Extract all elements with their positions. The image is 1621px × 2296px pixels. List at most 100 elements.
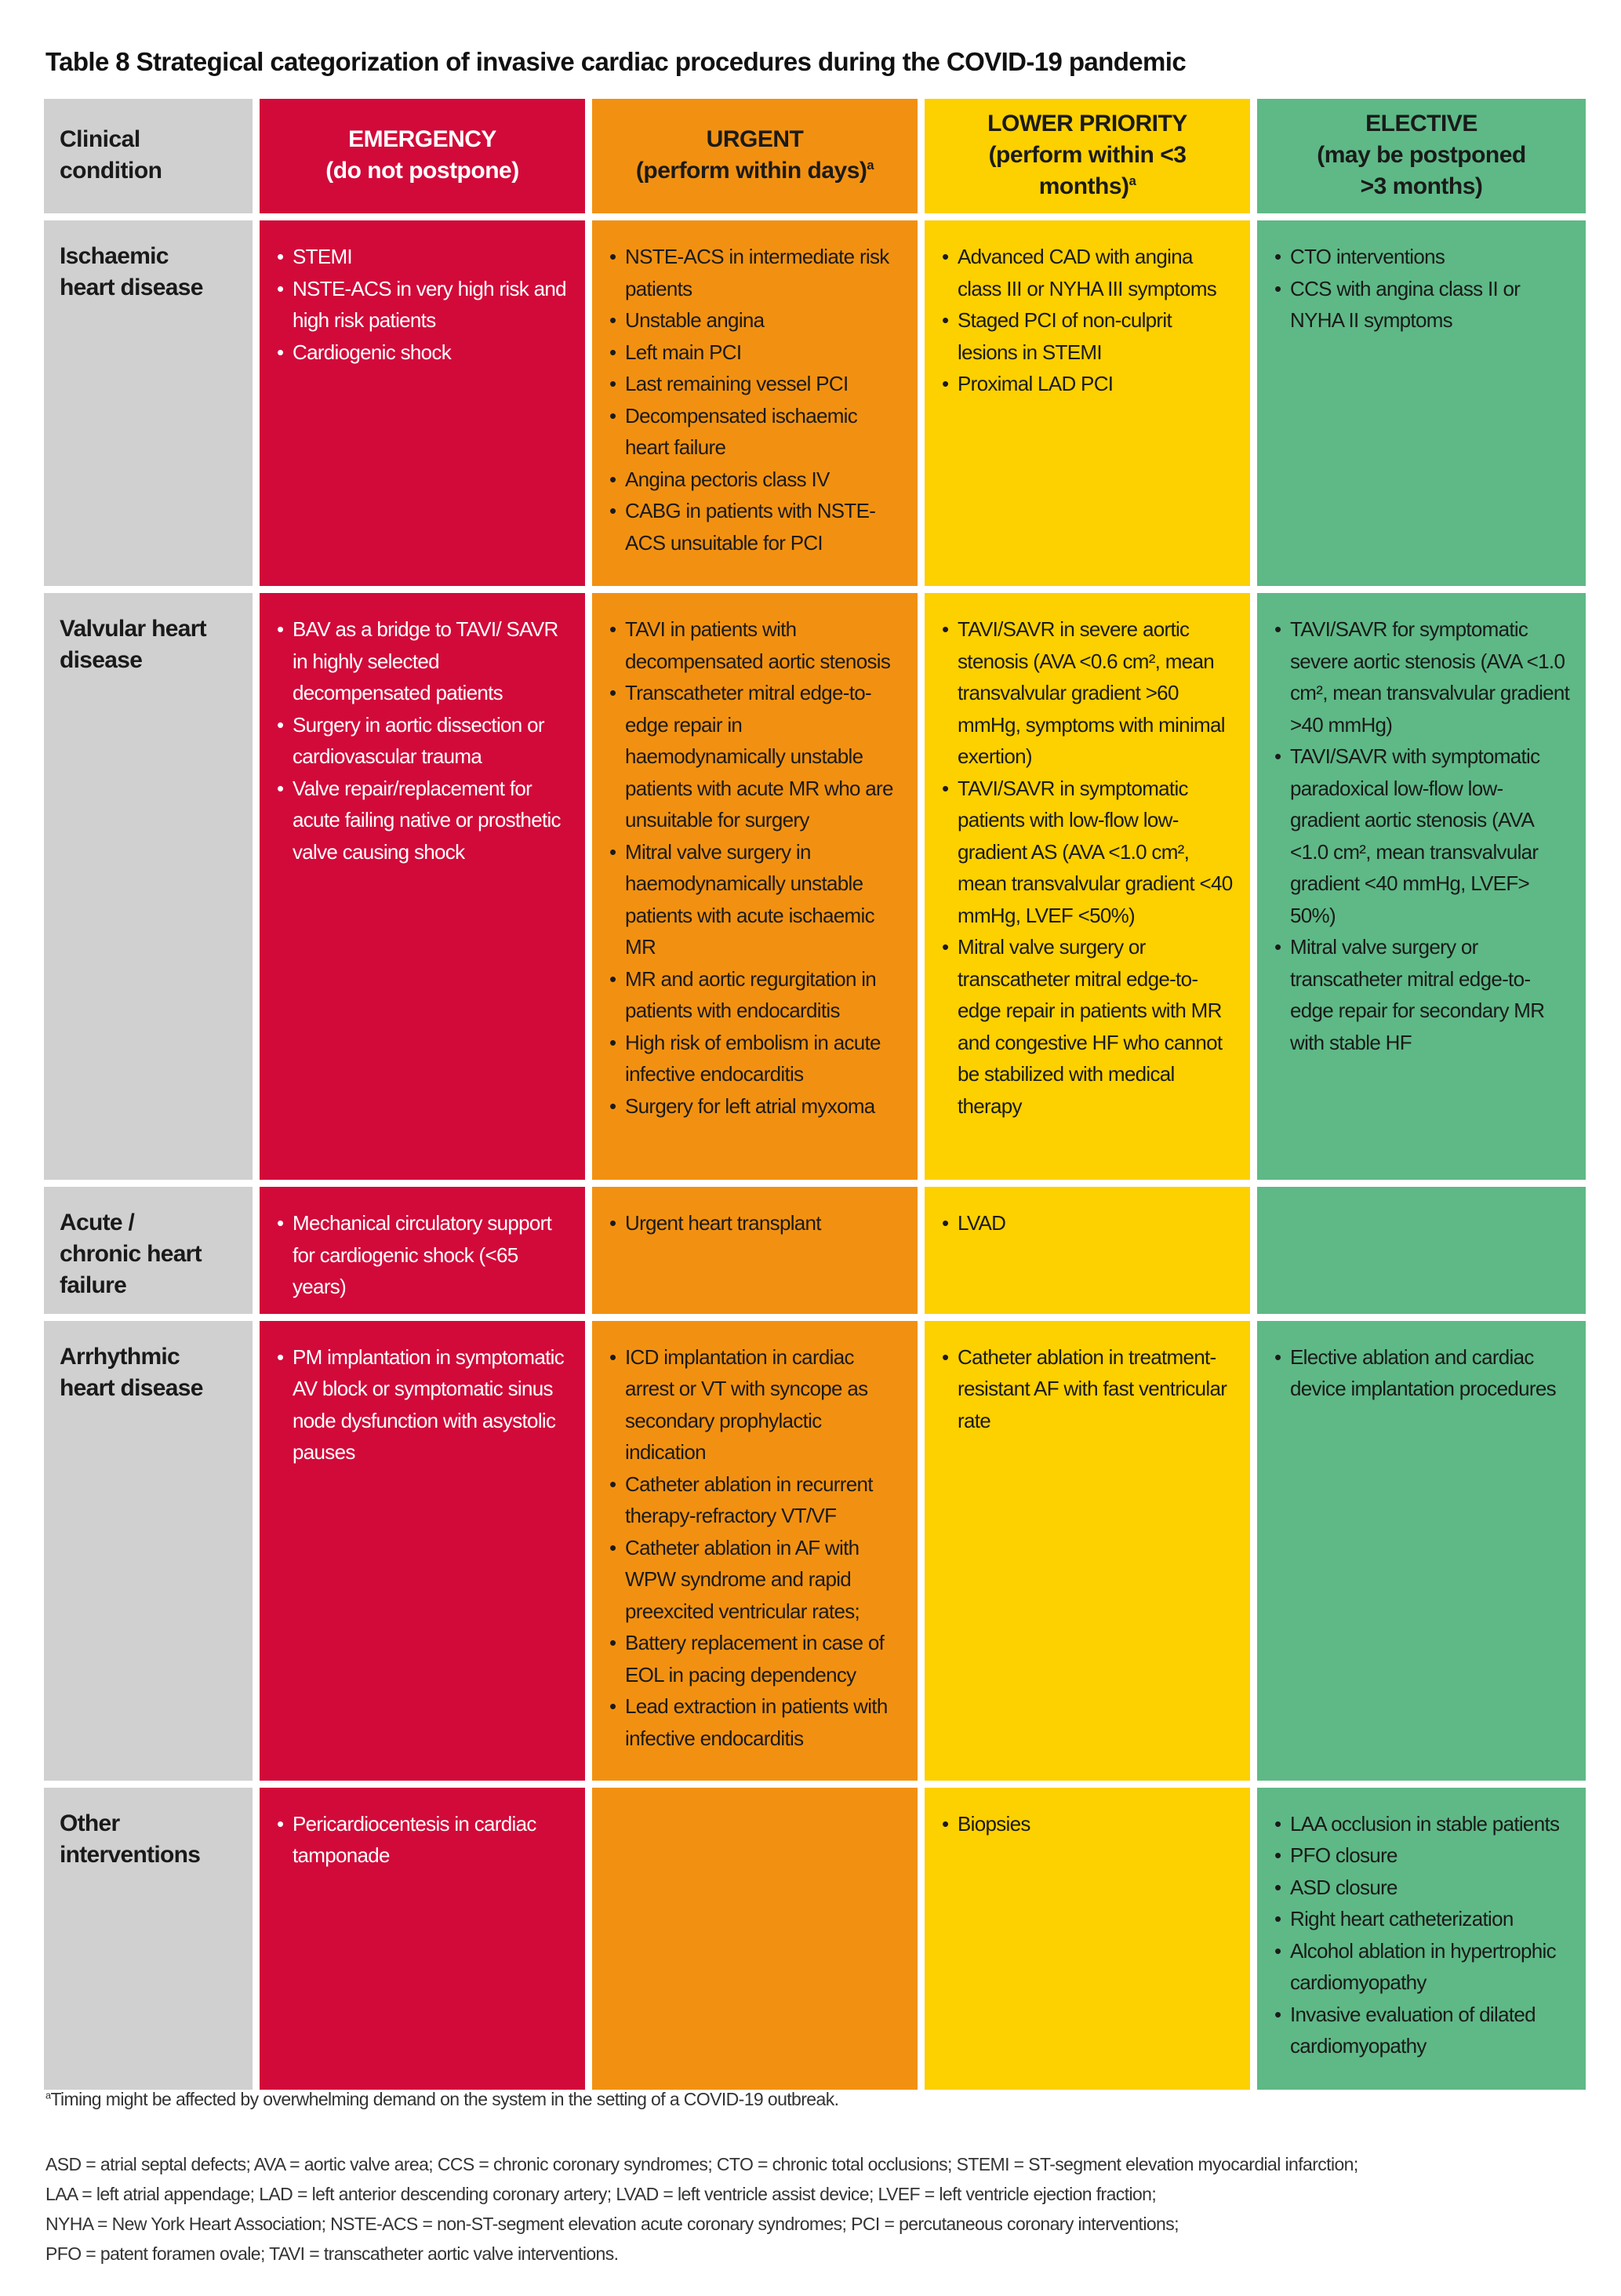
condition-cell: Valvular heart disease xyxy=(44,593,253,1180)
procedure-item: TAVI/SAVR in symptomatic patients with l… xyxy=(940,773,1234,932)
procedure-item: CABG in patients with NSTE-ACS unsuitabl… xyxy=(608,495,902,559)
procedure-item: STEMI xyxy=(275,241,569,273)
urgent-cell: TAVI in patients with decompensated aort… xyxy=(592,593,918,1180)
header-line: (perform within <3 months)a xyxy=(940,140,1234,202)
procedure-item: Decompensated ischaemic heart failure xyxy=(608,400,902,464)
header-line: Clinical xyxy=(60,126,140,152)
procedure-item: MR and aortic regurgitation in patients … xyxy=(608,963,902,1027)
elective-cell: Elective ablation and cardiac device imp… xyxy=(1257,1320,1586,1781)
procedure-item: Mechanical circulatory support for cardi… xyxy=(275,1207,569,1303)
urgent-cell: Urgent heart transplant xyxy=(592,1187,918,1314)
procedure-item: High risk of embolism in acute infective… xyxy=(608,1027,902,1090)
procedure-item: Catheter ablation in AF with WPW syndrom… xyxy=(608,1532,902,1628)
procedure-item: Surgery for left atrial myxoma xyxy=(608,1090,902,1123)
procedure-list: LAA occlusion in stable patientsPFO clos… xyxy=(1273,1808,1570,2062)
procedures-table: Clinical condition EMERGENCY (do not pos… xyxy=(44,99,1586,2090)
emergency-cell: Mechanical circulatory support for cardi… xyxy=(260,1187,585,1314)
procedure-item: TAVI/SAVR in severe aortic stenosis (AVA… xyxy=(940,613,1234,773)
procedure-item: Mitral valve surgery in haemodynamically… xyxy=(608,836,902,963)
procedure-list: STEMINSTE-ACS in very high risk and high… xyxy=(275,241,569,368)
procedure-item: Unstable angina xyxy=(608,304,902,337)
condition-cell: Other interventions xyxy=(44,1787,253,2090)
abbreviations: ASD = atrial septal defects; AVA = aorti… xyxy=(45,2149,1358,2269)
procedure-item: TAVI/SAVR for symptomatic severe aortic … xyxy=(1273,613,1570,740)
procedure-item: Pericardiocentesis in cardiac tamponade xyxy=(275,1808,569,1872)
header-clinical-condition: Clinical condition xyxy=(44,99,253,213)
emergency-cell: BAV as a bridge to TAVI/ SAVR in highly … xyxy=(260,593,585,1180)
procedure-item: ASD closure xyxy=(1273,1872,1570,1904)
procedure-item: Surgery in aortic dissection or cardiova… xyxy=(275,709,569,773)
procedure-item: Angina pectoris class IV xyxy=(608,464,902,496)
procedure-list: ICD implantation in cardiac arrest or VT… xyxy=(608,1341,902,1755)
header-line: (perform within days)a xyxy=(608,155,902,187)
header-lower-priority: LOWER PRIORITY (perform within <3 months… xyxy=(925,99,1250,213)
procedure-list: Advanced CAD with angina class III or NY… xyxy=(940,241,1234,400)
procedure-item: Left main PCI xyxy=(608,337,902,369)
procedure-item: Elective ablation and cardiac device imp… xyxy=(1273,1341,1570,1405)
table-title: Table 8 Strategical categorization of in… xyxy=(45,47,1187,76)
procedure-item: CTO interventions xyxy=(1273,241,1570,273)
procedure-item: TAVI/SAVR with symptomatic paradoxical l… xyxy=(1273,740,1570,931)
elective-cell: CTO interventionsCCS with angina class I… xyxy=(1257,220,1586,586)
procedure-item: Invasive evaluation of dilated cardiomyo… xyxy=(1273,1999,1570,2062)
procedure-item: Advanced CAD with angina class III or NY… xyxy=(940,241,1234,304)
header-line: condition xyxy=(60,158,162,184)
procedure-item: Proximal LAD PCI xyxy=(940,368,1234,400)
procedure-list: Biopsies xyxy=(940,1808,1234,1840)
procedure-list: TAVI/SAVR for symptomatic severe aortic … xyxy=(1273,613,1570,1058)
procedure-list: BAV as a bridge to TAVI/ SAVR in highly … xyxy=(275,613,569,868)
procedure-item: Last remaining vessel PCI xyxy=(608,368,902,400)
header-elective: ELECTIVE (may be postponed >3 months) xyxy=(1257,99,1586,213)
procedure-item: PFO closure xyxy=(1273,1839,1570,1872)
abbreviation-line: NYHA = New York Heart Association; NSTE-… xyxy=(45,2214,1179,2234)
procedure-item: ICD implantation in cardiac arrest or VT… xyxy=(608,1341,902,1468)
footnote-marker: a xyxy=(45,2090,51,2101)
header-line: LOWER PRIORITY xyxy=(987,111,1187,136)
procedure-item: Cardiogenic shock xyxy=(275,337,569,369)
header-line: URGENT xyxy=(706,126,804,152)
procedure-item: TAVI in patients with decompensated aort… xyxy=(608,613,902,677)
procedure-item: Right heart catheterization xyxy=(1273,1903,1570,1935)
header-line: (may be postponed >3 months) xyxy=(1317,142,1526,199)
procedure-list: Catheter ablation in treatment-resistant… xyxy=(940,1341,1234,1437)
procedure-list: LVAD xyxy=(940,1207,1234,1239)
procedure-list: CTO interventionsCCS with angina class I… xyxy=(1273,241,1570,337)
procedure-item: Catheter ablation in treatment-resistant… xyxy=(940,1341,1234,1437)
emergency-cell: STEMINSTE-ACS in very high risk and high… xyxy=(260,220,585,586)
lower-priority-cell: TAVI/SAVR in severe aortic stenosis (AVA… xyxy=(925,593,1250,1180)
elective-cell xyxy=(1257,1187,1586,1314)
lower-priority-cell: Catheter ablation in treatment-resistant… xyxy=(925,1320,1250,1781)
emergency-cell: Pericardiocentesis in cardiac tamponade xyxy=(260,1787,585,2090)
elective-cell: TAVI/SAVR for symptomatic severe aortic … xyxy=(1257,593,1586,1180)
procedure-item: Valve repair/replacement for acute faili… xyxy=(275,773,569,868)
procedure-list: Mechanical circulatory support for cardi… xyxy=(275,1207,569,1303)
footnote: aTiming might be affected by overwhelmin… xyxy=(45,2089,839,2110)
abbreviation-line: LAA = left atrial appendage; LAD = left … xyxy=(45,2184,1157,2204)
procedure-list: NSTE-ACS in intermediate risk patientsUn… xyxy=(608,241,902,559)
condition-cell: Ischaemic heart disease xyxy=(44,220,253,586)
footnote-marker: a xyxy=(867,158,874,173)
lower-priority-cell: Advanced CAD with angina class III or NY… xyxy=(925,220,1250,586)
urgent-cell xyxy=(592,1787,918,2090)
procedure-item: BAV as a bridge to TAVI/ SAVR in highly … xyxy=(275,613,569,709)
procedure-item: CCS with angina class II or NYHA II symp… xyxy=(1273,273,1570,337)
elective-cell: LAA occlusion in stable patientsPFO clos… xyxy=(1257,1787,1586,2090)
procedure-item: Staged PCI of non-culprit lesions in STE… xyxy=(940,304,1234,368)
procedure-item: NSTE-ACS in intermediate risk patients xyxy=(608,241,902,304)
emergency-cell: PM implantation in symptomatic AV block … xyxy=(260,1320,585,1781)
header-line: ELECTIVE xyxy=(1365,111,1477,136)
lower-priority-cell: Biopsies xyxy=(925,1787,1250,2090)
header-subtitle: (perform within days) xyxy=(635,158,867,184)
header-line: EMERGENCY xyxy=(348,126,496,152)
procedure-list: Urgent heart transplant xyxy=(608,1207,902,1239)
procedure-item: Alcohol ablation in hypertrophic cardiom… xyxy=(1273,1935,1570,1999)
procedure-item: Transcatheter mitral edge-to-edge repair… xyxy=(608,677,902,836)
procedure-list: PM implantation in symptomatic AV block … xyxy=(275,1341,569,1468)
procedure-item: Mitral valve surgery or transcatheter mi… xyxy=(1273,931,1570,1058)
condition-cell: Arrhythmic heart disease xyxy=(44,1320,253,1781)
abbreviation-line: PFO = patent foramen ovale; TAVI = trans… xyxy=(45,2243,619,2264)
header-urgent: URGENT (perform within days)a xyxy=(592,99,918,213)
abbreviation-line: ASD = atrial septal defects; AVA = aorti… xyxy=(45,2154,1358,2174)
header-subtitle: (perform within <3 months) xyxy=(988,142,1187,199)
procedure-item: Biopsies xyxy=(940,1808,1234,1840)
